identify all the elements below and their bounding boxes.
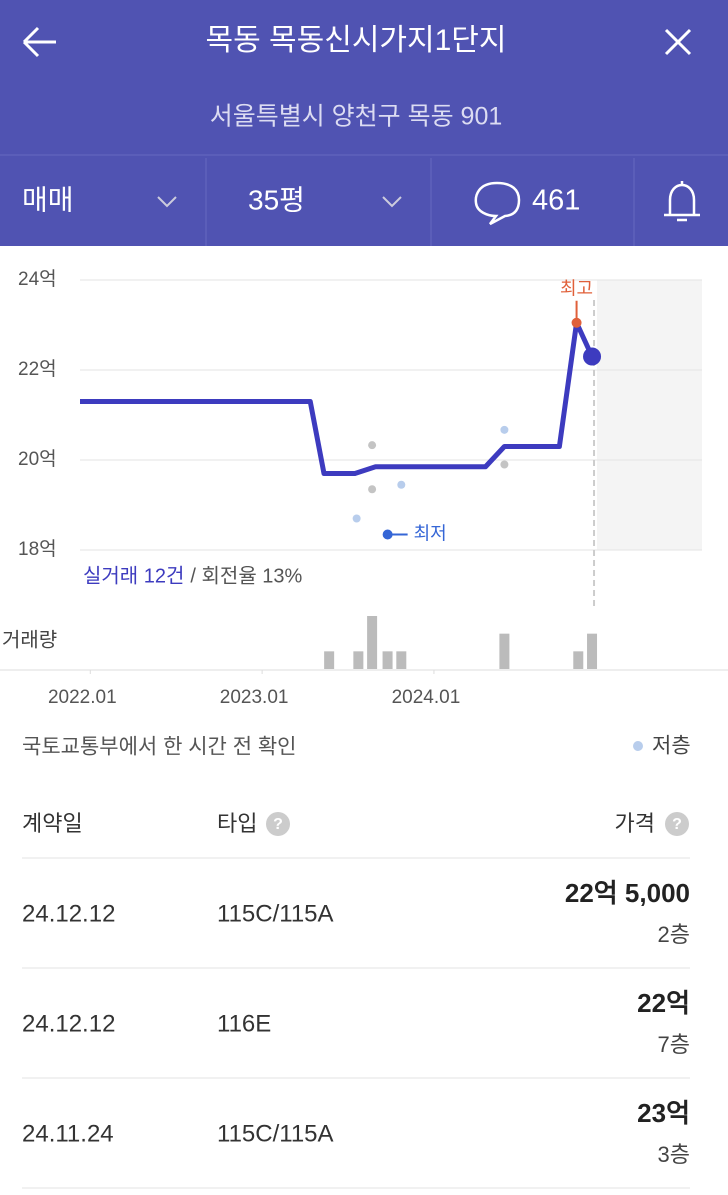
cell-floor: 7층 xyxy=(658,1032,690,1057)
volume-bar xyxy=(499,633,510,669)
title: 목동 목동신시가지1단지 xyxy=(205,24,506,57)
volume-bar xyxy=(353,651,364,669)
col-header: 타입 xyxy=(217,811,257,836)
volume-bar xyxy=(396,651,407,669)
col-header: 계약일 xyxy=(22,811,83,836)
legend-low-floor: 저층 xyxy=(633,735,691,758)
cell-price: 22억 5,000 xyxy=(565,878,690,908)
future-area xyxy=(597,280,702,550)
tab-label: 매매 xyxy=(22,184,74,215)
cell-floor: 3층 xyxy=(658,1142,690,1167)
tab-trade[interactable]: 매매 xyxy=(22,184,177,215)
transaction-dot xyxy=(368,485,377,494)
cell-date: 24.12.12 xyxy=(22,900,115,927)
turnover-rate: / 회전율 13% xyxy=(190,564,302,587)
col-header: 가격 xyxy=(615,811,655,836)
cell-price: 23억 xyxy=(637,1098,690,1128)
transaction-dot xyxy=(352,514,361,523)
address: 서울특별시 양천구 목동 901 xyxy=(210,103,503,131)
volume-bar xyxy=(367,616,378,669)
y-tick-label: 22억 xyxy=(18,358,57,380)
x-tick-label: 2022.01 xyxy=(48,687,117,708)
alert-button[interactable] xyxy=(664,181,700,222)
cell-date: 24.11.24 xyxy=(22,1120,114,1147)
transaction-dot xyxy=(500,425,509,434)
cell-price: 22억 xyxy=(637,988,690,1018)
help-icon[interactable]: ? xyxy=(266,812,290,836)
cell-type: 115C/115A xyxy=(217,1120,334,1147)
cell-floor: 2층 xyxy=(658,922,690,947)
volume-bar xyxy=(324,651,335,669)
svg-text:?: ? xyxy=(672,816,682,833)
cell-date: 24.12.12 xyxy=(22,1010,115,1037)
x-tick-label: 2023.01 xyxy=(220,687,289,708)
transaction-dot xyxy=(368,441,377,450)
y-tick-label: 24억 xyxy=(18,268,57,290)
price-line xyxy=(80,320,595,476)
current-dot xyxy=(583,347,602,366)
back-button[interactable] xyxy=(22,26,56,58)
y-tick-label: 20억 xyxy=(18,448,57,470)
x-tick-label: 2024.01 xyxy=(392,687,461,708)
legend-label: 저층 xyxy=(652,735,691,758)
transaction-dot xyxy=(397,480,406,489)
max-label: 최고 xyxy=(560,279,593,299)
volume-label: 거래량 xyxy=(2,628,57,651)
volume-bar xyxy=(587,633,598,669)
min-label: 최저 xyxy=(414,523,447,543)
tab-comments[interactable]: 461 xyxy=(474,181,581,226)
tab-size[interactable]: 35평 xyxy=(248,184,402,215)
tab-label: 35평 xyxy=(248,184,305,215)
cell-type: 115C/115A xyxy=(217,900,334,927)
y-tick-label: 18억 xyxy=(18,538,57,560)
help-icon[interactable]: ? xyxy=(665,812,689,836)
close-button[interactable] xyxy=(664,28,692,56)
max-dot xyxy=(571,317,582,328)
comment-count: 461 xyxy=(532,185,580,217)
cell-type: 116E xyxy=(217,1010,271,1037)
header-bg xyxy=(0,0,728,246)
svg-text:?: ? xyxy=(273,816,283,833)
volume-bar xyxy=(573,651,584,669)
transaction-dot xyxy=(500,460,509,469)
trade-count: 실거래 12건 xyxy=(83,564,184,587)
source: 국토교통부에서 한 시간 전 확인 xyxy=(22,736,297,759)
volume-bar xyxy=(382,651,393,669)
